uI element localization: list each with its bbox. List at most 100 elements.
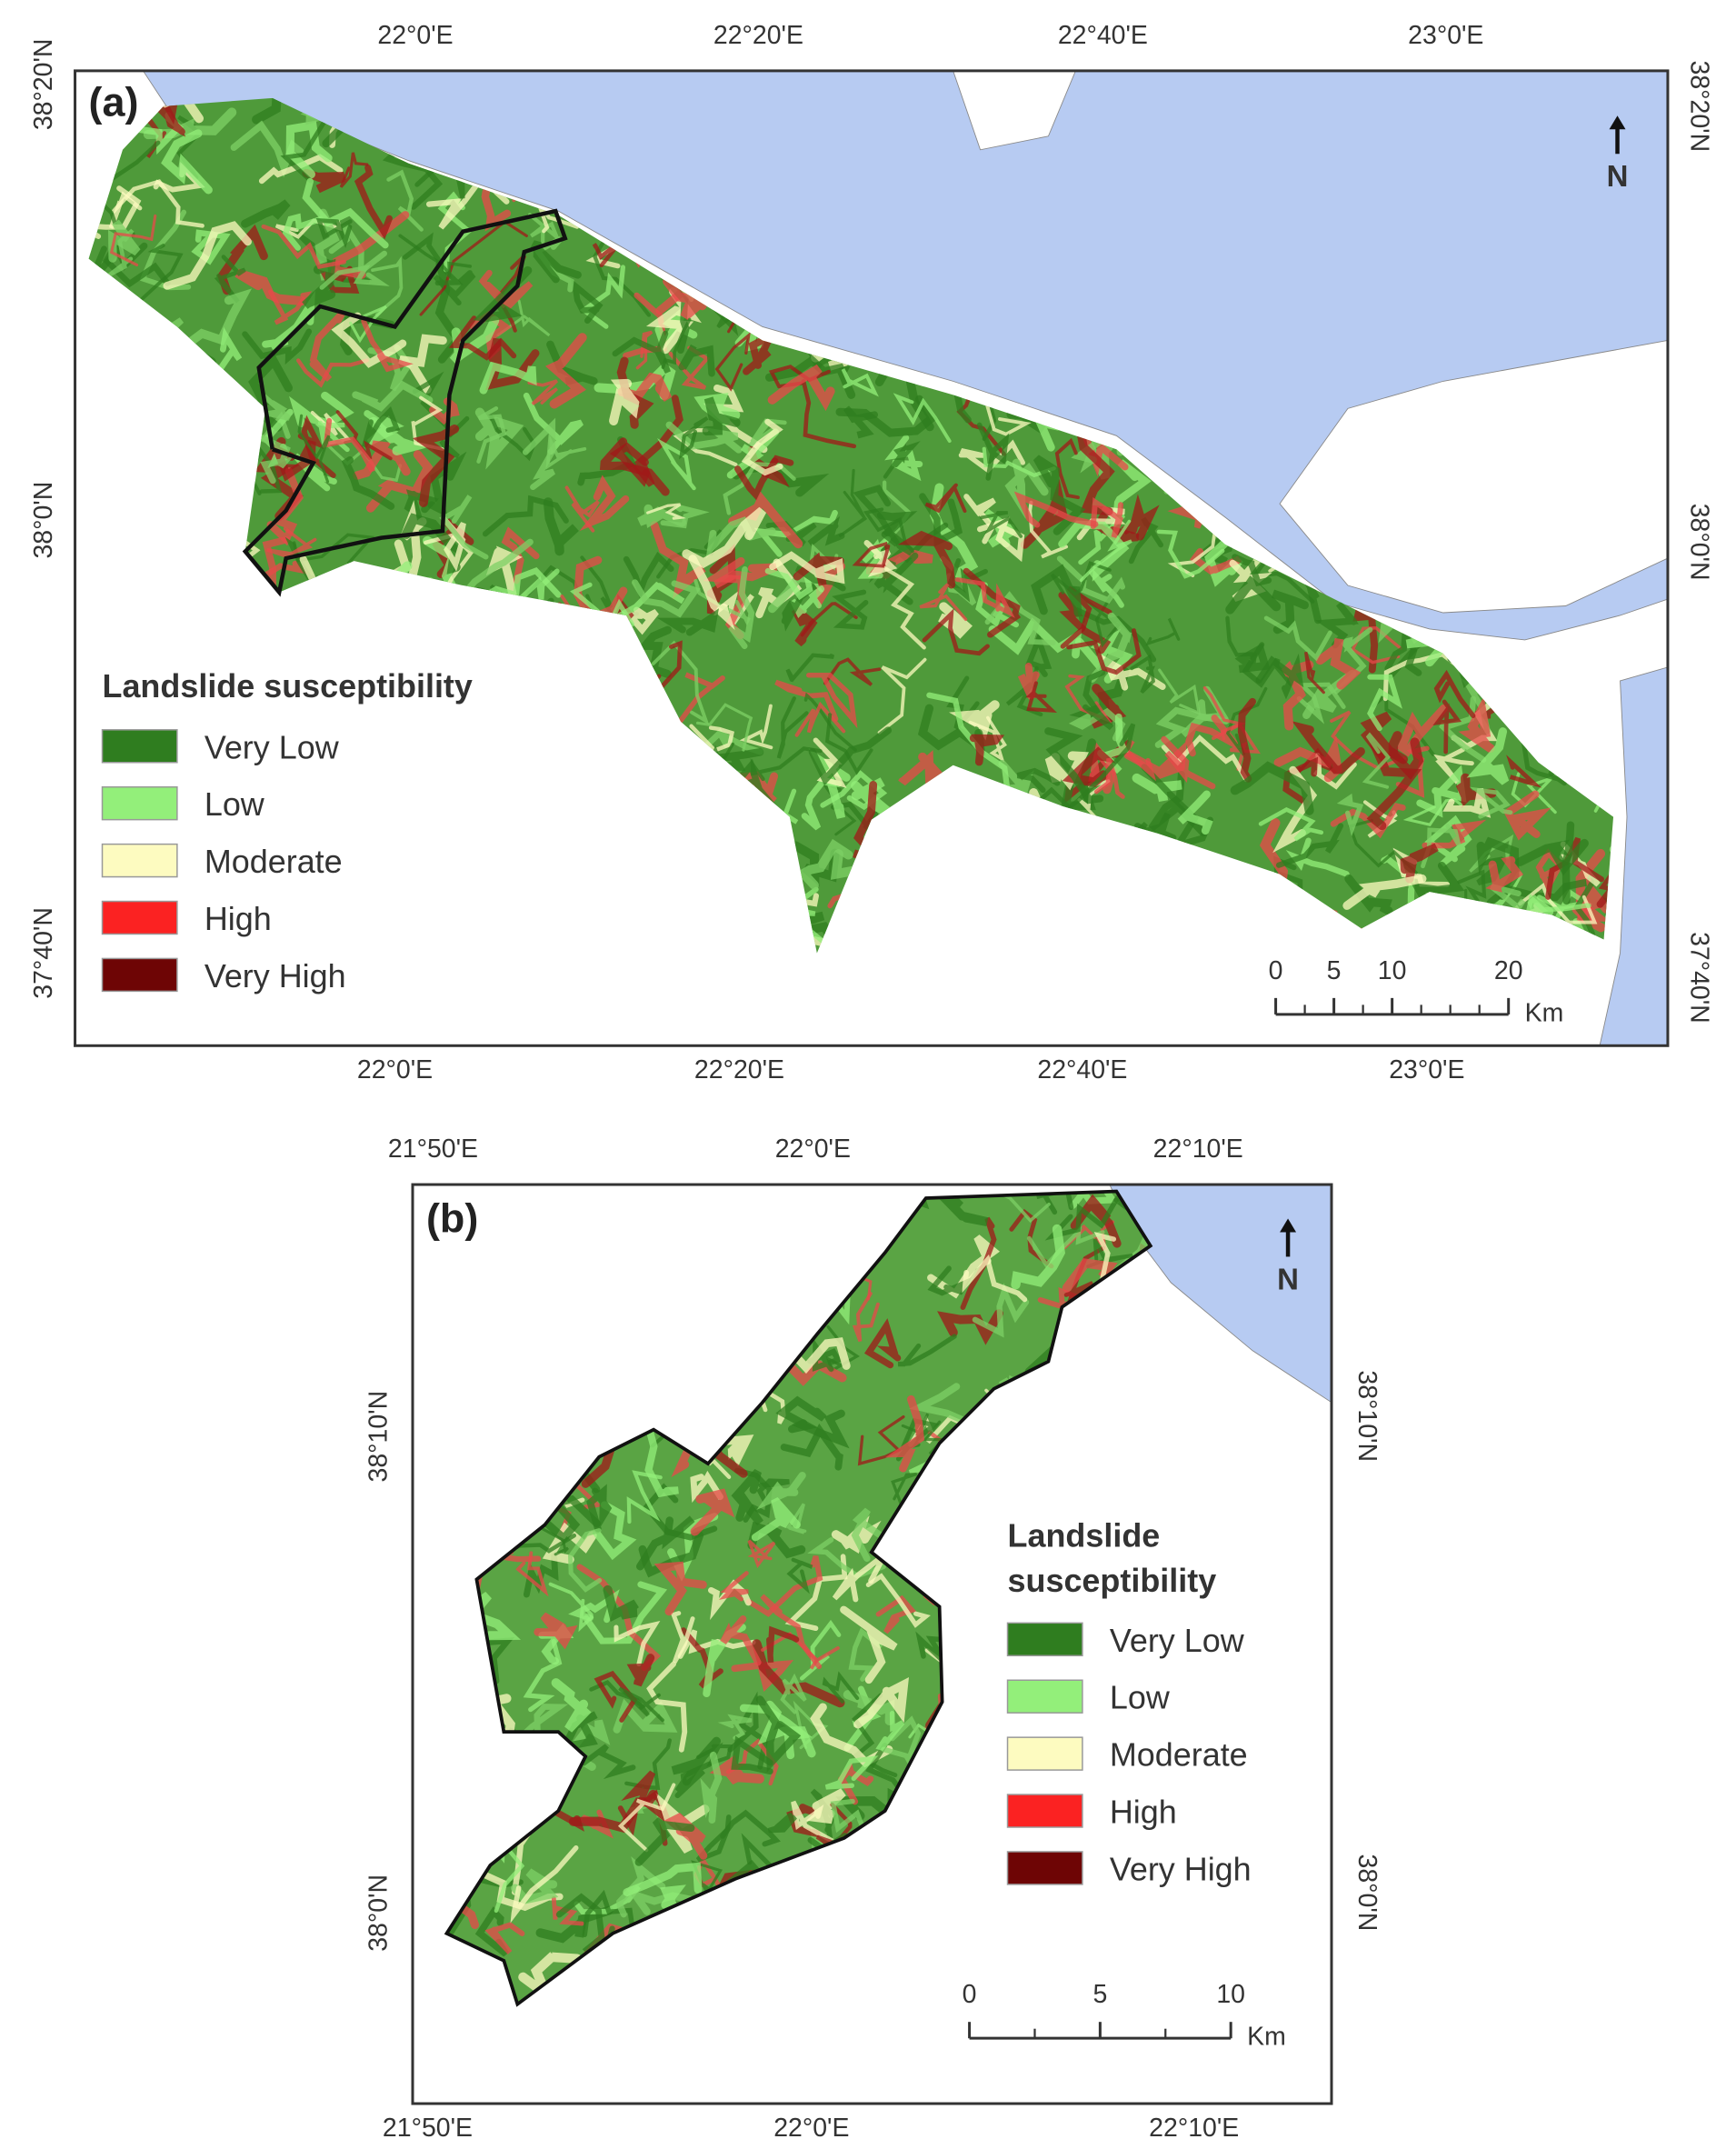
texture xyxy=(241,199,291,228)
texture xyxy=(731,1469,763,1525)
texture xyxy=(852,1693,898,1778)
texture xyxy=(594,1670,638,1723)
texture xyxy=(663,1813,708,1860)
texture xyxy=(1315,637,1362,690)
texture xyxy=(958,439,1025,474)
scale-unit: Km xyxy=(1525,998,1564,1027)
texture xyxy=(823,657,882,686)
texture xyxy=(824,1755,879,1790)
lon-label: 22°0'E xyxy=(773,2114,849,2139)
texture xyxy=(670,1611,695,1664)
texture xyxy=(1422,819,1487,849)
lon-label: 22°40'E xyxy=(1058,21,1148,50)
texture xyxy=(1225,575,1282,615)
texture xyxy=(677,1629,756,1659)
lon-label: 22°10'E xyxy=(1149,2114,1239,2139)
texture xyxy=(1090,497,1123,539)
texture xyxy=(656,608,719,636)
texture xyxy=(1141,764,1213,851)
scale-label: 5 xyxy=(1092,1980,1107,2009)
texture xyxy=(665,421,743,454)
texture xyxy=(293,453,337,492)
texture xyxy=(1342,874,1427,910)
texture xyxy=(668,345,711,390)
texture xyxy=(636,1515,695,1571)
texture xyxy=(884,566,926,650)
texture xyxy=(510,1845,579,1924)
texture xyxy=(883,441,921,479)
texture xyxy=(574,555,628,624)
lat-label: 38°20'N xyxy=(1684,61,1713,153)
texture xyxy=(676,672,725,725)
lat-label: 38°0'N xyxy=(364,1874,394,1952)
texture xyxy=(1016,767,1061,794)
texture xyxy=(354,165,393,240)
texture xyxy=(963,567,1022,638)
texture xyxy=(107,219,141,263)
texture xyxy=(1352,598,1379,674)
texture xyxy=(982,446,1056,478)
texture xyxy=(111,179,205,228)
texture xyxy=(980,511,1023,538)
texture xyxy=(1097,713,1129,775)
texture xyxy=(976,422,1010,481)
texture xyxy=(1263,615,1332,662)
texture xyxy=(623,1862,703,1897)
texture xyxy=(837,1762,874,1805)
texture xyxy=(656,437,696,491)
texture xyxy=(853,1676,910,1729)
texture xyxy=(927,1265,973,1296)
texture xyxy=(1063,1245,1106,1304)
texture xyxy=(349,305,387,344)
texture xyxy=(419,220,528,316)
texture xyxy=(1525,893,1591,917)
north-label: N xyxy=(1277,1262,1299,1295)
texture xyxy=(1028,500,1069,559)
texture xyxy=(1130,654,1156,695)
texture xyxy=(476,406,507,464)
texture xyxy=(386,169,424,232)
texture xyxy=(353,440,411,480)
texture xyxy=(1066,628,1142,675)
texture xyxy=(191,229,231,265)
legend-label: Very High xyxy=(1110,1850,1252,1887)
texture xyxy=(341,456,395,510)
texture xyxy=(924,483,967,514)
texture xyxy=(268,289,313,325)
texture xyxy=(1336,793,1364,837)
texture xyxy=(727,1691,769,1770)
texture xyxy=(682,506,767,569)
texture xyxy=(626,1470,663,1524)
texture xyxy=(769,551,845,585)
legend-label: Very Low xyxy=(205,728,340,765)
texture xyxy=(1054,437,1080,500)
texture xyxy=(593,1501,637,1561)
texture xyxy=(631,395,683,487)
texture xyxy=(1304,651,1325,695)
texture xyxy=(852,541,891,568)
texture xyxy=(1416,765,1467,818)
texture xyxy=(1083,1138,1101,1186)
texture xyxy=(352,380,434,412)
texture xyxy=(515,1551,549,1597)
texture xyxy=(1013,491,1099,528)
texture xyxy=(743,327,778,375)
texture xyxy=(767,1813,797,1834)
texture xyxy=(852,1292,880,1343)
texture xyxy=(689,724,735,754)
texture xyxy=(786,1557,813,1594)
texture xyxy=(1011,1224,1065,1290)
texture xyxy=(720,1809,781,1847)
texture xyxy=(636,625,673,678)
texture xyxy=(217,97,283,125)
texture xyxy=(152,97,201,125)
legend-swatch xyxy=(101,900,178,935)
texture xyxy=(1132,773,1182,803)
texture xyxy=(297,414,331,484)
texture xyxy=(398,234,472,278)
texture xyxy=(632,579,701,618)
texture xyxy=(1515,838,1589,876)
legend-swatch xyxy=(101,957,178,993)
texture xyxy=(448,315,517,361)
legend-label: High xyxy=(205,900,272,937)
